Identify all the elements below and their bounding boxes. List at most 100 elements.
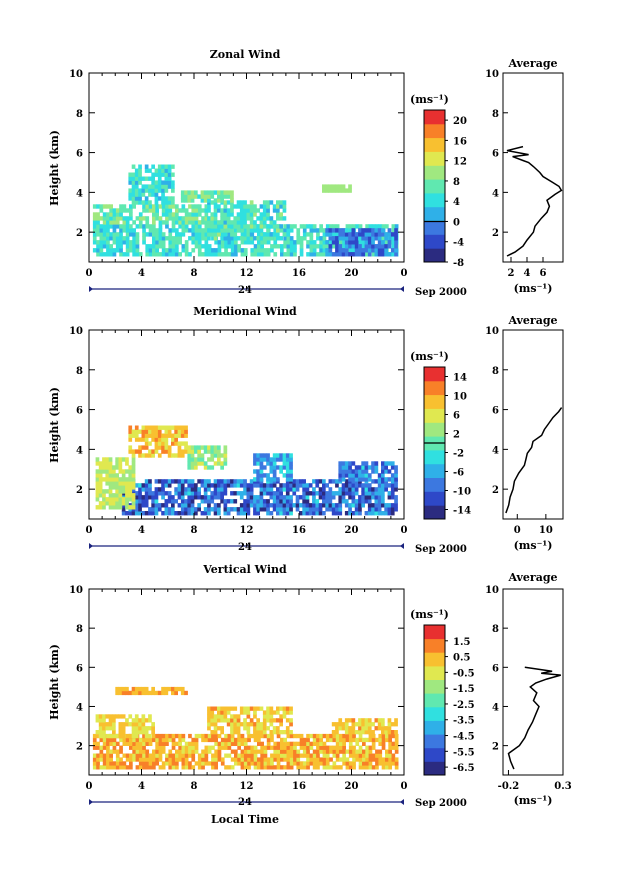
heatmap-cell xyxy=(345,765,350,770)
heatmap-cell xyxy=(249,491,254,496)
heatmap-cell xyxy=(276,453,280,458)
heatmap-cell xyxy=(207,220,211,225)
heatmap-cell xyxy=(230,733,235,739)
heatmap-cell xyxy=(213,483,218,488)
heatmap-cell xyxy=(390,461,395,466)
heatmap-cell xyxy=(226,212,231,217)
heatmap-cell xyxy=(145,749,150,754)
heatmap-cell xyxy=(279,483,283,488)
heatmap-cell xyxy=(322,753,327,758)
colorbar-swatch xyxy=(424,449,445,465)
heatmap-cell xyxy=(138,503,142,508)
heatmap-cell xyxy=(180,511,185,516)
heatmap-cell xyxy=(387,252,392,257)
heatmap-cell xyxy=(131,196,136,201)
heatmap-cell xyxy=(293,757,297,762)
colorbar-swatch xyxy=(424,747,445,762)
heatmap-cell xyxy=(230,190,234,195)
heatmap-cell xyxy=(145,741,150,746)
heatmap-cell xyxy=(197,461,201,466)
heatmap-cell xyxy=(152,220,156,225)
heatmap-cell xyxy=(348,761,353,766)
heatmap-cell xyxy=(266,706,270,711)
heatmap-cell xyxy=(148,188,152,193)
heatmap-cell xyxy=(217,240,222,245)
heatmap-cell xyxy=(338,477,343,482)
heatmap-cell xyxy=(362,765,366,770)
heatmap-cell xyxy=(230,248,235,253)
heatmap-cell xyxy=(102,765,107,770)
heatmap-cell xyxy=(246,714,251,719)
heatmap-cell xyxy=(394,741,399,746)
heatmap-cell xyxy=(381,461,385,466)
heatmap-cell xyxy=(318,495,323,500)
heatmap-cell xyxy=(256,224,260,229)
heatmap-cell xyxy=(129,244,133,249)
heatmap-cell xyxy=(131,200,136,205)
heatmap-cell xyxy=(154,437,159,442)
heatmap-cell xyxy=(129,216,133,221)
heatmap-cell xyxy=(240,757,245,762)
heatmap-cell xyxy=(295,495,300,500)
heatmap-cell xyxy=(243,491,247,496)
heatmap-cell xyxy=(217,232,221,237)
heatmap-cell xyxy=(144,487,149,492)
heatmap-cell xyxy=(102,714,106,719)
heatmap-cell xyxy=(279,457,283,462)
heatmap-cell xyxy=(141,511,146,516)
average-y-tick-label: 4 xyxy=(492,445,499,456)
heatmap-cell xyxy=(118,722,123,727)
heatmap-cell xyxy=(175,757,179,762)
heatmap-cell xyxy=(368,765,373,770)
heatmap-cell xyxy=(351,722,356,727)
heatmap-cell xyxy=(112,733,116,739)
heatmap-cell xyxy=(115,220,120,225)
heatmap-cell xyxy=(394,761,399,766)
heatmap-cell xyxy=(165,737,169,743)
heatmap-cell xyxy=(141,487,146,492)
heatmap-cell xyxy=(377,244,382,249)
average-y-tick-label: 8 xyxy=(492,366,499,377)
heatmap-cell xyxy=(266,204,270,209)
heatmap-cell xyxy=(381,761,386,766)
heatmap-cell xyxy=(331,479,336,484)
heatmap-cell xyxy=(157,453,162,458)
heatmap-cell xyxy=(361,487,365,492)
heatmap-cell xyxy=(348,487,352,492)
heatmap-cell xyxy=(243,236,247,241)
heatmap-cell xyxy=(253,236,257,241)
heatmap-cell xyxy=(354,252,359,257)
heatmap-cell xyxy=(361,722,365,727)
heatmap-cell xyxy=(207,737,212,743)
heatmap-cell xyxy=(177,487,182,492)
heatmap-cell xyxy=(157,188,162,193)
heatmap-cell xyxy=(155,236,159,241)
heatmap-cell xyxy=(390,511,395,516)
heatmap-cell xyxy=(129,753,133,758)
heatmap-cell xyxy=(109,761,113,766)
heatmap-cell xyxy=(187,461,192,466)
heatmap-cell xyxy=(155,204,159,209)
heatmap-cell xyxy=(134,437,139,442)
heatmap-cell xyxy=(226,200,231,205)
heatmap-cell xyxy=(109,216,113,221)
heatmap-cell xyxy=(253,503,257,508)
heatmap-cell xyxy=(200,194,205,199)
heatmap-cell xyxy=(128,473,133,478)
heatmap-cell xyxy=(138,686,142,692)
heatmap-cell xyxy=(155,240,159,245)
heatmap-cell xyxy=(131,505,136,510)
heatmap-cell xyxy=(125,511,129,516)
heatmap-cell xyxy=(338,184,343,189)
heatmap-cell xyxy=(105,497,110,502)
heatmap-cell xyxy=(211,765,215,770)
heatmap-cell xyxy=(194,224,199,229)
heatmap-cell xyxy=(240,733,245,739)
heatmap-cell xyxy=(164,690,169,696)
heatmap-cell xyxy=(197,212,202,217)
colorbar-tick-label: -6 xyxy=(453,468,464,479)
heatmap-cell xyxy=(213,212,218,217)
heatmap-cell xyxy=(165,761,169,766)
heatmap-cell xyxy=(95,469,100,474)
heatmap-cell xyxy=(125,733,130,739)
